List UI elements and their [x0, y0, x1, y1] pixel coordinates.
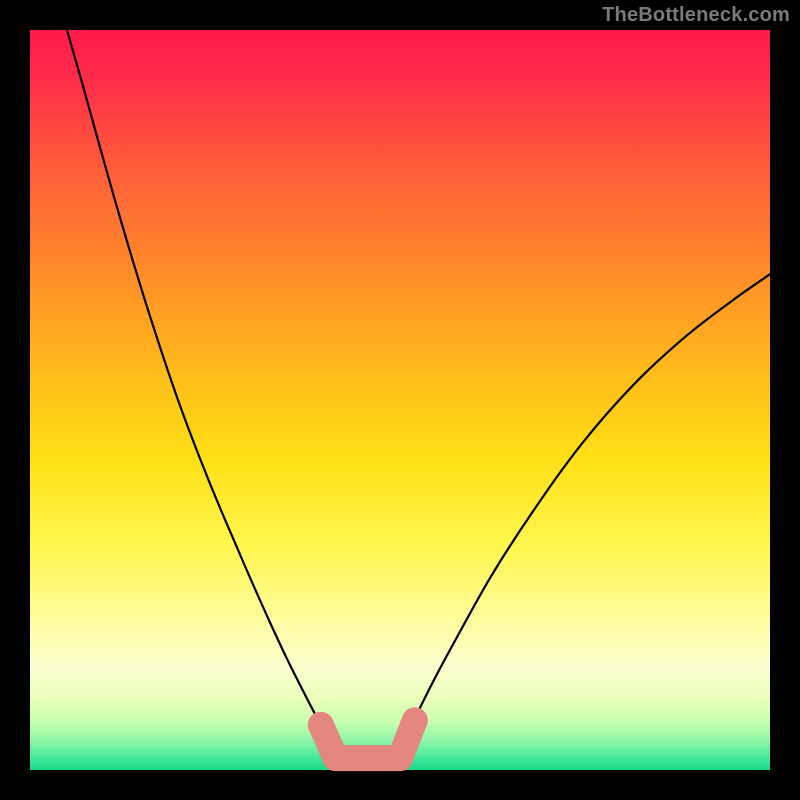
sausage-cap — [308, 712, 334, 738]
sausage-cap — [402, 707, 428, 733]
sausage-cap — [387, 745, 413, 771]
plot-background-gradient — [30, 30, 770, 770]
bottleneck-chart — [0, 0, 800, 800]
watermark-text: TheBottleneck.com — [602, 4, 790, 27]
sausage-cap — [323, 745, 349, 771]
